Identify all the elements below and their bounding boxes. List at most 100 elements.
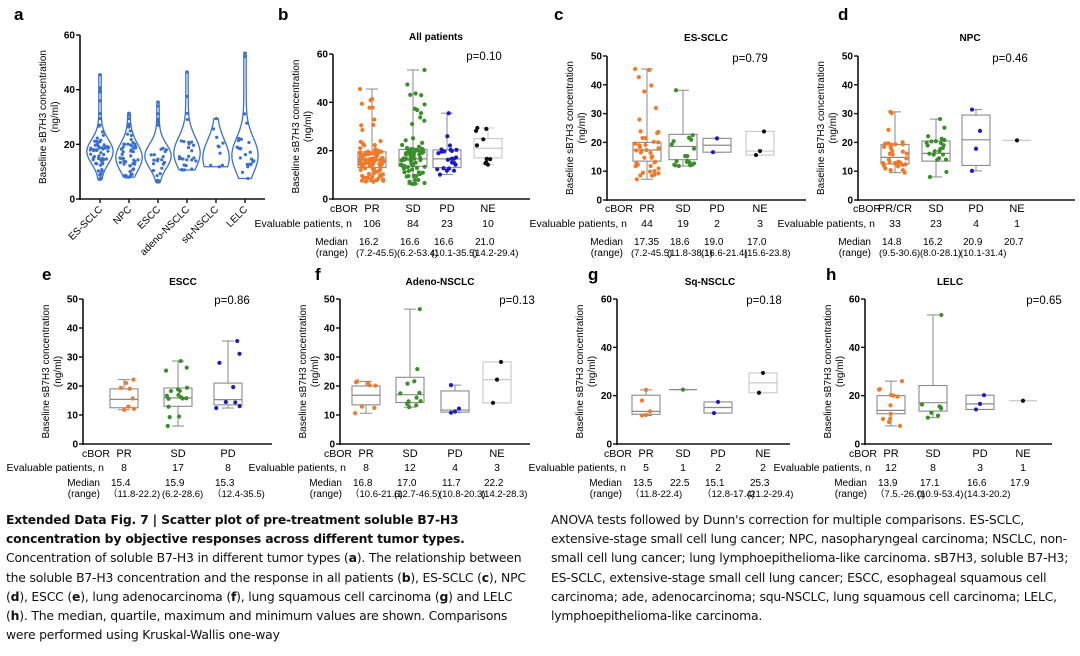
data-point — [413, 91, 418, 96]
data-point — [168, 388, 174, 394]
cbor-label: PR/CR — [878, 203, 912, 215]
data-point — [242, 112, 247, 116]
data-point — [904, 156, 909, 161]
data-point — [100, 130, 105, 134]
data-point — [416, 177, 421, 183]
data-point — [130, 172, 134, 176]
data-point — [936, 156, 942, 161]
median-value: 20.7 — [1004, 237, 1024, 248]
data-point — [182, 139, 186, 144]
n-value: 1 — [680, 462, 686, 474]
range-value: (10.1-35.5) — [431, 248, 477, 259]
row-label-range: (range) — [835, 489, 867, 500]
cbor-label: PR — [639, 203, 654, 215]
data-point — [243, 54, 247, 59]
n-value: 8 — [121, 462, 127, 474]
data-point — [880, 416, 886, 422]
panel-title: Sq-NSCLC — [685, 277, 736, 288]
row-label-median: Median — [834, 478, 867, 489]
data-point — [638, 173, 643, 178]
data-point — [101, 133, 105, 137]
p-value: p=0.46 — [992, 53, 1028, 65]
data-point — [118, 156, 122, 160]
data-point — [243, 51, 247, 55]
caption-segment: ) and LELC ( — [6, 588, 513, 624]
caption-segment: e — [72, 588, 81, 604]
data-point — [103, 146, 107, 150]
data-point — [900, 149, 905, 154]
data-point — [436, 151, 441, 156]
data-point — [215, 135, 219, 139]
data-point — [246, 176, 250, 181]
data-point — [418, 110, 424, 116]
data-point — [128, 164, 132, 168]
data-point — [98, 123, 102, 127]
data-point — [359, 123, 364, 128]
data-point — [131, 168, 135, 172]
data-point — [252, 159, 256, 163]
data-point — [408, 157, 413, 162]
data-point — [414, 403, 419, 408]
violin-shape — [202, 117, 230, 168]
data-point — [404, 145, 410, 151]
row-label-cbor: cBOR — [330, 203, 358, 215]
row-label-n: Evaluable patients, n — [778, 218, 876, 230]
data-point — [214, 405, 219, 411]
data-point — [439, 147, 444, 152]
data-point — [184, 365, 189, 370]
data-point — [358, 153, 364, 158]
median-value: 16.6 — [400, 237, 420, 248]
data-point — [221, 141, 225, 145]
data-point — [940, 152, 946, 157]
data-point — [448, 383, 454, 388]
data-point — [904, 151, 909, 156]
data-point — [900, 162, 905, 167]
data-point — [417, 390, 422, 396]
data-point — [126, 142, 130, 146]
data-point — [422, 180, 427, 186]
range-value: (11.8-38.1) — [667, 248, 713, 259]
data-point — [410, 153, 416, 159]
row-label-median: Median — [589, 478, 622, 489]
data-point — [223, 399, 228, 405]
median-value: 21.0 — [475, 237, 495, 248]
y-tick-label: 20 — [64, 140, 76, 151]
row-label-range: (range) — [590, 489, 622, 500]
median-value: 22.2 — [484, 478, 504, 489]
panel-letter: a — [14, 5, 24, 24]
data-point — [435, 167, 440, 172]
data-point — [245, 162, 249, 166]
data-point — [100, 168, 104, 172]
data-point — [498, 359, 504, 365]
data-point — [121, 150, 125, 154]
data-point — [182, 163, 186, 167]
n-value: 23 — [441, 218, 453, 230]
data-point — [402, 170, 407, 175]
data-point — [359, 404, 365, 409]
data-point — [633, 66, 638, 72]
data-point — [370, 174, 375, 179]
data-point — [92, 148, 96, 153]
data-point — [167, 415, 172, 420]
cbor-label: SD — [170, 448, 185, 460]
n-value: 19 — [677, 218, 689, 230]
data-point — [372, 143, 377, 148]
data-point — [690, 133, 695, 138]
data-point — [177, 388, 182, 394]
row-label-median: Median — [590, 237, 623, 248]
y-axis-unit: (ng/ml) — [310, 356, 321, 387]
cbor-label: PD — [972, 448, 987, 460]
data-point — [981, 393, 987, 398]
y-tick-label: 30 — [842, 109, 854, 120]
data-point — [973, 146, 979, 151]
p-value: p=0.79 — [732, 53, 768, 65]
data-point — [647, 67, 652, 73]
data-point — [484, 156, 489, 161]
n-value: 33 — [889, 218, 901, 230]
n-value: 10 — [482, 218, 494, 230]
data-point — [656, 129, 661, 135]
range-value: （11.8-22.4) — [630, 488, 682, 500]
data-point — [977, 128, 983, 133]
data-point — [156, 117, 160, 121]
data-point — [122, 142, 126, 146]
